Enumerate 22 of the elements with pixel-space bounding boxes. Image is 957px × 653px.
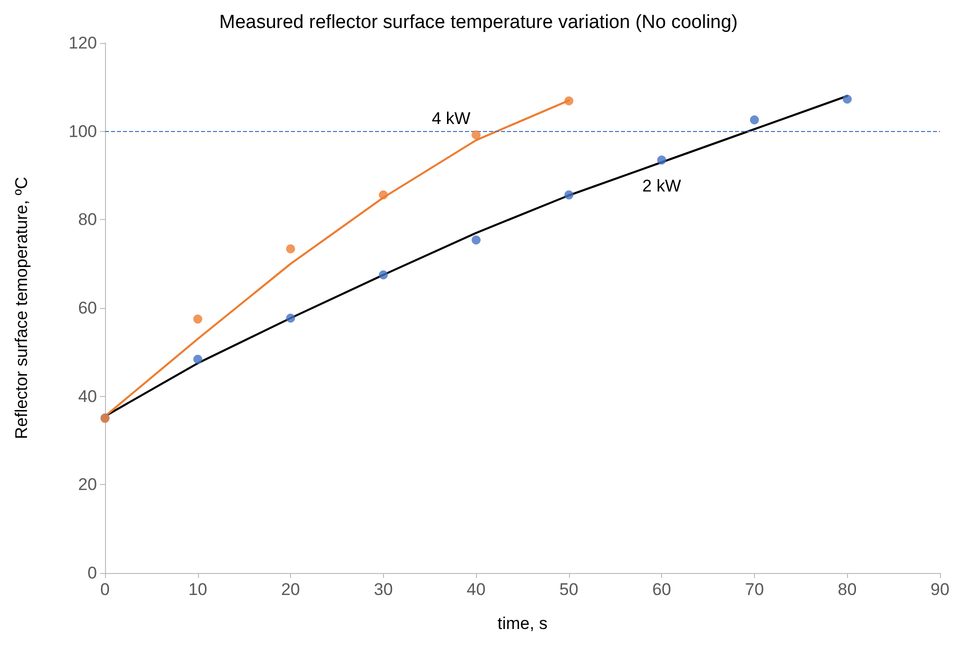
x-tick-label: 40 (466, 580, 486, 599)
x-tick-label: 90 (930, 580, 950, 599)
x-tick-label: 0 (100, 580, 110, 599)
y-tick-label: 60 (78, 298, 97, 318)
x-tick-label: 60 (652, 580, 672, 599)
y-tick-label: 100 (68, 122, 97, 141)
chart-title: Measured reflector surface temperature variation (No cooling) (219, 12, 738, 33)
y-tick-label: 120 (68, 34, 97, 52)
x-tick-label: 50 (559, 580, 578, 599)
x-axis-title: time, s (497, 614, 548, 633)
x-tick-label: 70 (744, 580, 764, 599)
x-tick-label: 80 (838, 580, 857, 599)
y-tick-label: 80 (78, 210, 97, 230)
x-tick-label: 20 (281, 580, 300, 599)
series-label: 4 kW (432, 109, 470, 128)
y-tick-label: 20 (78, 475, 97, 494)
y-axis-title: Reflector surface temoperature, ºC (12, 176, 31, 440)
x-tick-label: 30 (374, 580, 393, 599)
y-tick-label: 0 (88, 564, 97, 582)
y-tick-label: 40 (78, 386, 97, 406)
series-label: 2 kW (642, 176, 682, 196)
x-tick-label: 10 (188, 580, 208, 599)
